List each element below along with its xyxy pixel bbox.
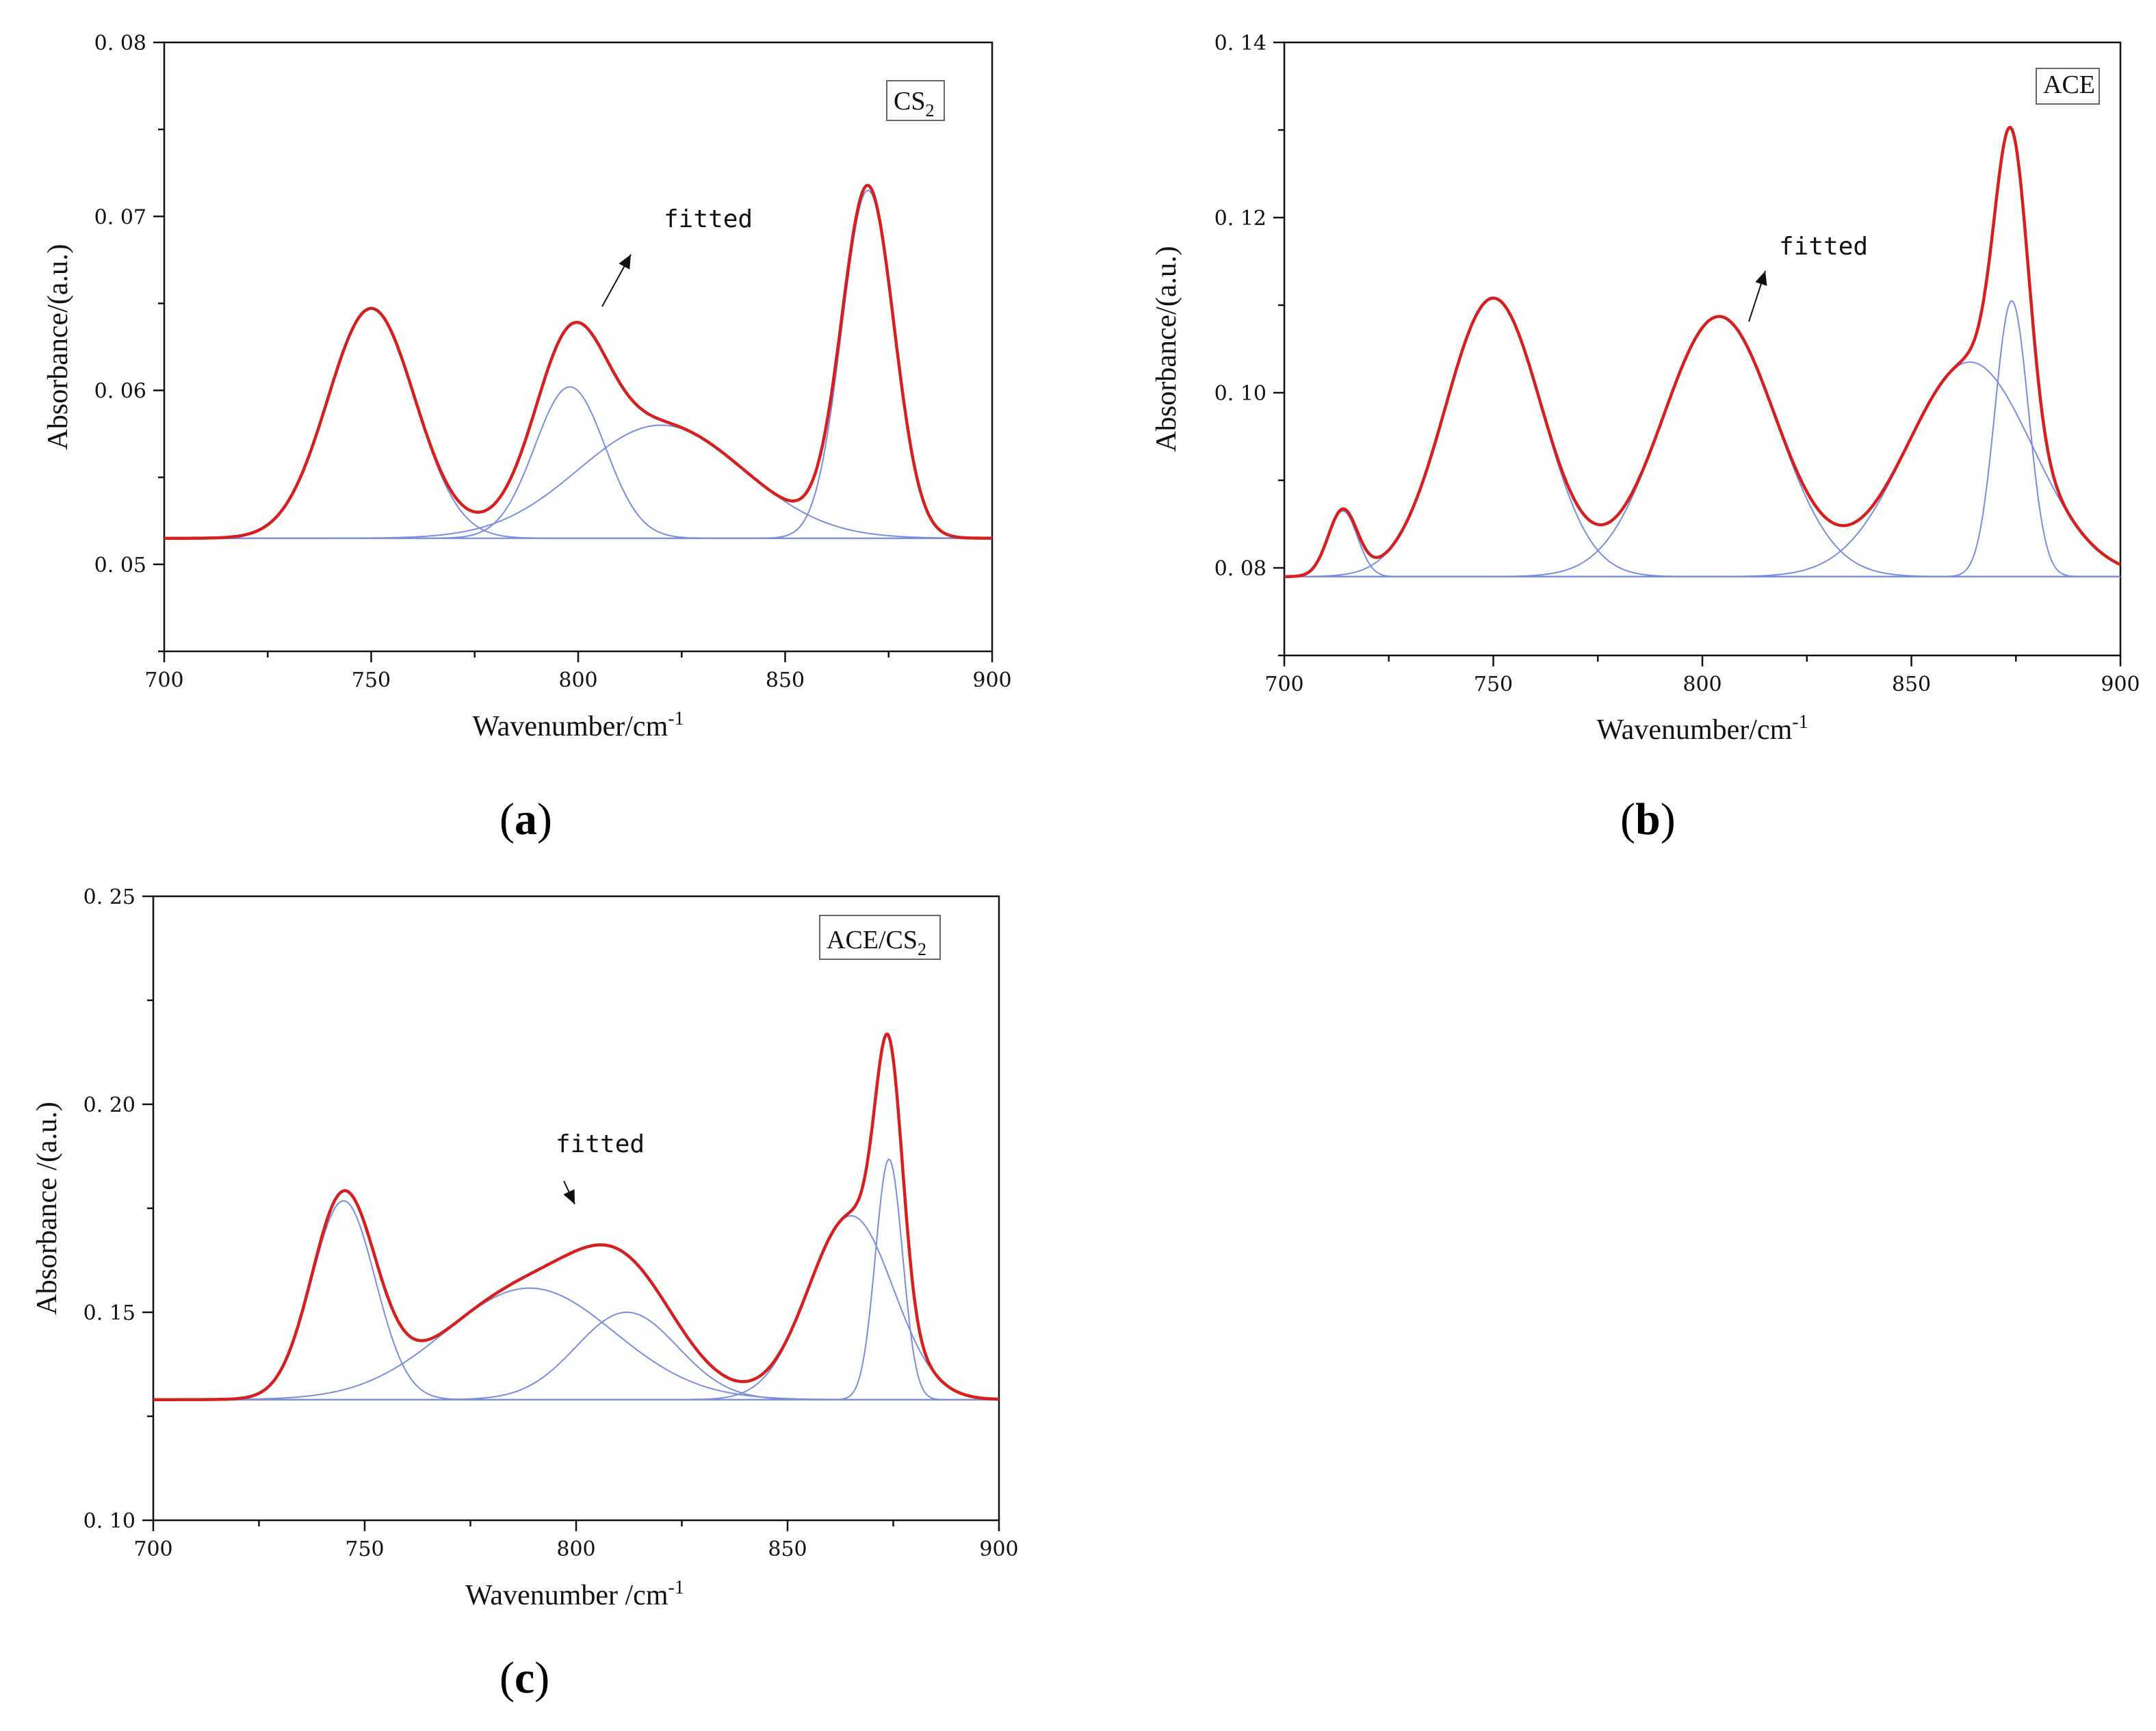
fitted-curve [1284,125,2120,578]
y-axis-label: Absorbance/(a.u.) [42,244,74,450]
y-tick-label: 0. 25 [83,885,135,909]
x-tick-label: 800 [1683,673,1722,697]
sample-tag-subscript: 2 [925,101,934,120]
x-tick-label: 750 [345,1537,384,1561]
y-tick-label: 0. 08 [94,31,146,55]
plot-frame [1283,41,2122,657]
plot-area [153,1032,999,1401]
caption-c: (c) [499,1653,550,1703]
y-tick-label: 0. 07 [94,205,146,229]
y-tick-label: 0. 10 [83,1509,135,1533]
chart-c: 700 750 800 850 900 0. 10 0. 15 0. 20 0. 25 Waven… [31,885,1019,1611]
y-tick-label: 0. 14 [1215,31,1267,55]
x-axis-label-exponent: -1 [668,1577,684,1598]
x-tick-label: 700 [1264,673,1303,697]
sample-tag: CS2 [894,87,934,120]
component-peak-2 [164,386,992,539]
chart-a: 700 750 800 850 900 0. 05 0. 06 0. 07 0. 08 Waven… [42,31,1012,742]
x-tick-label: 700 [144,668,183,692]
annotation-arrow-head [1755,271,1767,286]
x-tick-label: 900 [979,1537,1018,1561]
fitted-annotation: fitted [664,205,753,233]
y-tick-label: 0. 05 [94,554,146,577]
y-tick-label: 0. 10 [1215,382,1267,406]
component-peak-1 [1284,510,2120,577]
y-tick-label: 0. 20 [83,1093,135,1117]
component-peak-4 [164,190,992,539]
plot-frame [163,41,993,653]
component-peak-3 [153,1312,999,1401]
plot-area [164,183,992,540]
component-peak-2 [1284,297,2120,577]
plot-frame [152,895,1000,1522]
y-axis-label: Absorbance /(a.u.) [31,1102,63,1314]
x-tick-label: 750 [1474,673,1513,697]
sample-tag-box [819,915,941,960]
x-tick-label: 800 [556,1537,595,1561]
caption-b: (b) [1620,794,1676,844]
annotation-arrow-head [563,1189,575,1204]
x-axis-label-text: Wavenumber /cm [465,1580,668,1611]
fitted-annotation: fitted [1779,233,1868,261]
fitted-annotation: fitted [556,1130,645,1158]
component-peak-5 [153,1158,999,1401]
y-axis-label: Absorbance/(a.u.) [1151,246,1182,452]
x-tick-label: 900 [972,668,1011,692]
x-axis-label-exponent: -1 [1792,712,1808,733]
component-peak-3 [164,424,992,539]
chart-b: 700 750 800 850 900 0. 08 0. 10 0. 12 0. 14 Waven… [1151,31,2140,746]
component-peak-4 [1284,361,2120,577]
x-axis-label-exponent: -1 [668,708,684,729]
fitted-curve [164,183,992,540]
x-tick-label: 850 [766,668,805,692]
y-tick-label: 0. 06 [94,380,146,404]
x-axis-label-text: Wavenumber/cm [472,711,668,742]
x-tick-label: 800 [558,668,597,692]
x-axis-label: Wavenumber/cm-1 [1596,712,1808,746]
sample-tag: ACE/CS2 [827,926,926,959]
component-peak-2 [153,1287,999,1401]
y-tick-label: 0. 12 [1215,207,1267,231]
sample-tag-text: ACE [2043,70,2095,99]
sample-tag-box [886,80,945,121]
x-tick-label: 850 [768,1537,807,1561]
caption-a-letter: a [514,794,537,844]
x-axis-label-text: Wavenumber/cm [1596,714,1792,746]
x-tick-label: 900 [2101,673,2140,697]
sample-tag-subscript: 2 [918,939,926,959]
y-tick-label: 0. 15 [83,1301,135,1325]
component-peak-1 [164,308,992,539]
y-tick-label: 0. 08 [1215,557,1267,581]
x-axis-label: Wavenumber/cm-1 [472,708,684,742]
component-peak-3 [1284,315,2120,577]
sample-tag-text: CS [894,87,925,116]
x-tick-label: 750 [352,668,391,692]
x-axis-label: Wavenumber /cm-1 [465,1577,684,1611]
x-tick-label: 700 [133,1537,172,1561]
sample-tag: ACE [2043,70,2095,99]
x-tick-label: 850 [1892,673,1931,697]
caption-a: (a) [499,794,552,844]
component-peak-5 [1284,300,2120,577]
sample-tag-box [2036,68,2100,105]
fitted-curve [153,1032,999,1401]
annotation-arrow-head [619,255,631,270]
caption-b-letter: b [1635,794,1661,844]
caption-c-letter: c [514,1653,535,1703]
plot-area [1284,125,2120,578]
sample-tag-text: ACE/CS [827,926,918,954]
